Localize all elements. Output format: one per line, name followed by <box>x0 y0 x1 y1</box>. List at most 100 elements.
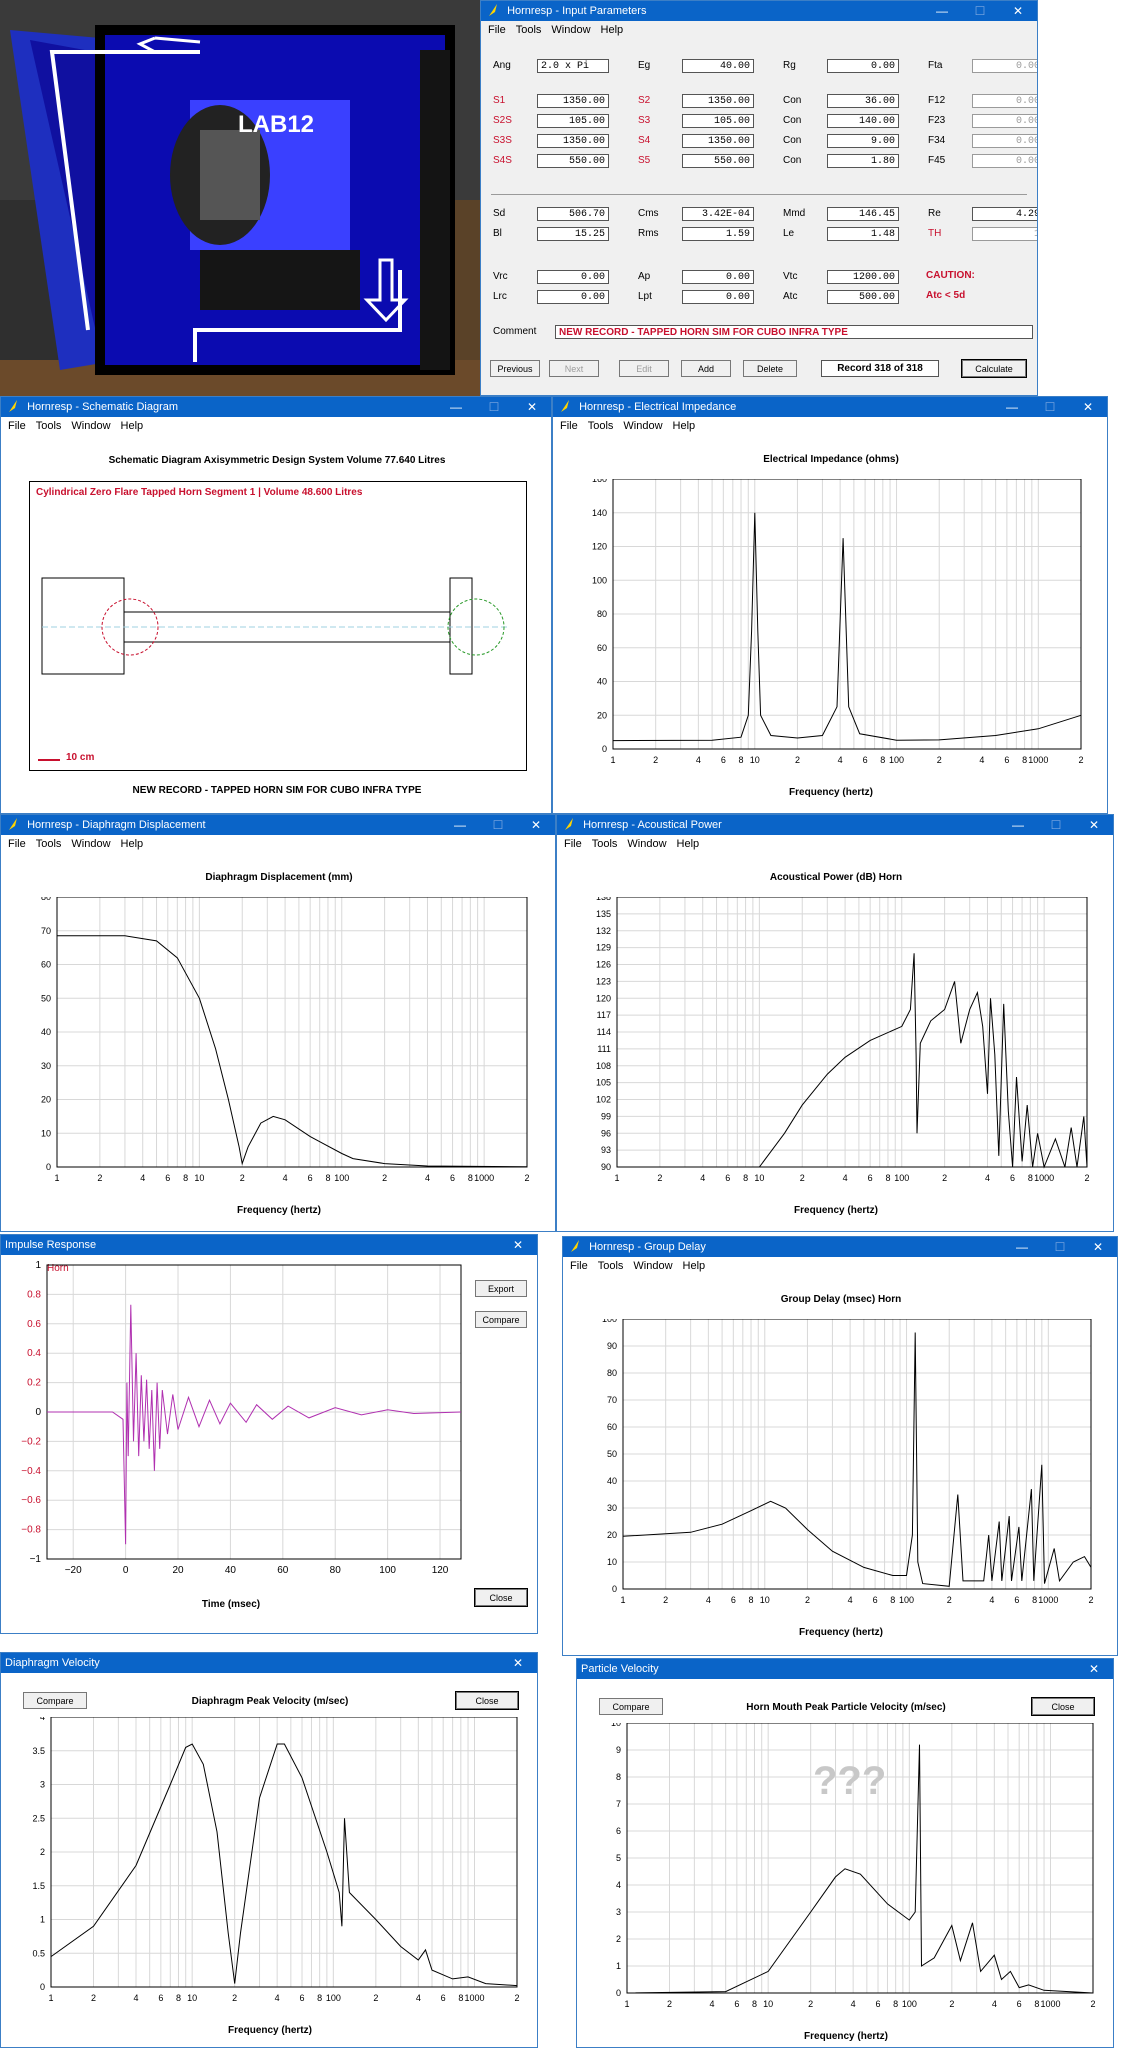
menu-window[interactable]: Window <box>627 838 667 850</box>
menu-window[interactable]: Window <box>623 420 663 432</box>
param-field-con[interactable]: 140.00 <box>827 114 899 128</box>
param-field-f45[interactable]: 0.00 <box>972 154 1037 168</box>
param-field-rms[interactable]: 1.59 <box>682 227 754 241</box>
param-field-f34[interactable]: 0.00 <box>972 134 1037 148</box>
menu-help[interactable]: Help <box>120 420 144 432</box>
close-button[interactable]: Close <box>474 1588 528 1607</box>
menu-file[interactable]: File <box>564 838 582 850</box>
param-field-eg[interactable]: 40.00 <box>682 59 754 73</box>
param-field-s3s[interactable]: 1350.00 <box>537 134 609 148</box>
minimize-icon[interactable]: — <box>1012 818 1024 832</box>
menu-help[interactable]: Help <box>600 24 624 36</box>
menu-file[interactable]: File <box>560 420 578 432</box>
maximize-icon[interactable]: ☐ <box>1054 1240 1066 1254</box>
close-icon[interactable]: ✕ <box>1082 400 1094 414</box>
menu-window[interactable]: Window <box>633 1260 673 1272</box>
menu-file[interactable]: File <box>488 24 506 36</box>
menu-help[interactable]: Help <box>682 1260 706 1272</box>
param-field-s3[interactable]: 105.00 <box>682 114 754 128</box>
maximize-icon[interactable]: ☐ <box>492 818 504 832</box>
close-icon[interactable]: ✕ <box>526 400 538 414</box>
menu-file[interactable]: File <box>570 1260 588 1272</box>
compare-button[interactable]: Compare <box>599 1698 663 1715</box>
param-field-con[interactable]: 1.80 <box>827 154 899 168</box>
close-icon[interactable]: ✕ <box>512 1238 524 1252</box>
close-button[interactable]: Close <box>1031 1697 1095 1716</box>
param-field-con[interactable]: 9.00 <box>827 134 899 148</box>
close-icon[interactable]: ✕ <box>1088 1662 1100 1676</box>
param-field-ang[interactable]: 2.0 x Pi <box>537 59 609 73</box>
minimize-icon[interactable]: — <box>936 4 948 18</box>
param-field-sd[interactable]: 506.70 <box>537 207 609 221</box>
menu-file[interactable]: File <box>8 420 26 432</box>
menu-tools[interactable]: Tools <box>35 838 62 850</box>
compare-button[interactable]: Compare <box>23 1692 87 1709</box>
param-field-s2s[interactable]: 105.00 <box>537 114 609 128</box>
title-bar[interactable]: Impulse Response ✕ <box>1 1235 537 1255</box>
menu-tools[interactable]: Tools <box>515 24 542 36</box>
title-bar[interactable]: Hornresp - Input Parameters — ☐ ✕ <box>481 1 1037 21</box>
menu-tools[interactable]: Tools <box>591 838 618 850</box>
edit-button[interactable]: Edit <box>619 360 669 377</box>
close-icon[interactable]: ✕ <box>512 1656 524 1670</box>
menu-file[interactable]: File <box>8 838 26 850</box>
param-field-s1[interactable]: 1350.00 <box>537 94 609 108</box>
title-bar[interactable]: Hornresp - Group Delay — ☐ ✕ <box>563 1237 1117 1257</box>
param-field-vrc[interactable]: 0.00 <box>537 270 609 284</box>
close-icon[interactable]: ✕ <box>530 818 542 832</box>
add-button[interactable]: Add <box>681 360 731 377</box>
close-button[interactable]: Close <box>455 1691 519 1710</box>
param-field-le[interactable]: 1.48 <box>827 227 899 241</box>
param-field-mmd[interactable]: 146.45 <box>827 207 899 221</box>
param-field-cms[interactable]: 3.42E-04 <box>682 207 754 221</box>
close-icon[interactable]: ✕ <box>1088 818 1100 832</box>
title-bar[interactable]: Hornresp - Acoustical Power — ☐ ✕ <box>557 815 1113 835</box>
menu-help[interactable]: Help <box>676 838 700 850</box>
param-field-f23[interactable]: 0.00 <box>972 114 1037 128</box>
minimize-icon[interactable]: — <box>1006 400 1018 414</box>
param-field-lpt[interactable]: 0.00 <box>682 290 754 304</box>
param-field-rg[interactable]: 0.00 <box>827 59 899 73</box>
menu-tools[interactable]: Tools <box>597 1260 624 1272</box>
calculate-button[interactable]: Calculate <box>961 359 1027 378</box>
param-field-s4[interactable]: 1350.00 <box>682 134 754 148</box>
param-field-re[interactable]: 4.29 <box>972 207 1037 221</box>
maximize-icon[interactable]: ☐ <box>1044 400 1056 414</box>
param-field-ap[interactable]: 0.00 <box>682 270 754 284</box>
title-bar[interactable]: Hornresp - Schematic Diagram — ☐ ✕ <box>1 397 551 417</box>
param-field-fta[interactable]: 0.00 <box>972 59 1037 73</box>
menu-window[interactable]: Window <box>71 838 111 850</box>
title-bar[interactable]: Hornresp - Diaphragm Displacement — ☐ ✕ <box>1 815 555 835</box>
param-field-th[interactable]: 1 <box>972 227 1037 241</box>
minimize-icon[interactable]: — <box>454 818 466 832</box>
param-field-lrc[interactable]: 0.00 <box>537 290 609 304</box>
menu-window[interactable]: Window <box>71 420 111 432</box>
comment-field[interactable]: NEW RECORD - TAPPED HORN SIM FOR CUBO IN… <box>555 325 1033 339</box>
param-field-s5[interactable]: 550.00 <box>682 154 754 168</box>
param-field-f12[interactable]: 0.00 <box>972 94 1037 108</box>
minimize-icon[interactable]: — <box>1016 1240 1028 1254</box>
param-field-bl[interactable]: 15.25 <box>537 227 609 241</box>
minimize-icon[interactable]: — <box>450 400 462 414</box>
close-icon[interactable]: ✕ <box>1092 1240 1104 1254</box>
param-field-atc[interactable]: 500.00 <box>827 290 899 304</box>
param-field-vtc[interactable]: 1200.00 <box>827 270 899 284</box>
title-bar[interactable]: Particle Velocity ✕ <box>577 1659 1113 1679</box>
delete-button[interactable]: Delete <box>743 360 797 377</box>
next-button[interactable]: Next <box>549 360 599 377</box>
param-field-con[interactable]: 36.00 <box>827 94 899 108</box>
maximize-icon[interactable]: ☐ <box>974 4 986 18</box>
title-bar[interactable]: Hornresp - Electrical Impedance — ☐ ✕ <box>553 397 1107 417</box>
export-button[interactable]: Export <box>475 1280 527 1297</box>
param-field-s2[interactable]: 1350.00 <box>682 94 754 108</box>
menu-window[interactable]: Window <box>551 24 591 36</box>
menu-tools[interactable]: Tools <box>587 420 614 432</box>
menu-help[interactable]: Help <box>120 838 144 850</box>
maximize-icon[interactable]: ☐ <box>488 400 500 414</box>
previous-button[interactable]: Previous <box>490 360 540 377</box>
menu-tools[interactable]: Tools <box>35 420 62 432</box>
param-field-s4s[interactable]: 550.00 <box>537 154 609 168</box>
compare-button[interactable]: Compare <box>475 1311 527 1328</box>
close-icon[interactable]: ✕ <box>1012 4 1024 18</box>
menu-help[interactable]: Help <box>672 420 696 432</box>
